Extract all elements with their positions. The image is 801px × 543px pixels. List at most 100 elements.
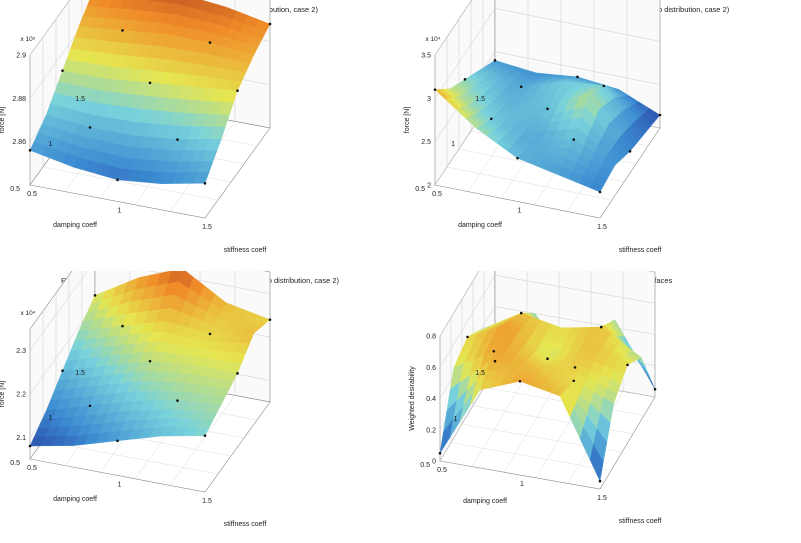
- design-point: [208, 41, 212, 44]
- z-tick-label: 0.8: [426, 334, 436, 341]
- chart-panel-doors-body-bolt: Response Surface for doors body bolt (no…: [400, 0, 800, 271]
- design-point: [116, 439, 119, 443]
- design-point: [653, 387, 657, 391]
- response-surface: [28, 271, 272, 448]
- design-point: [516, 156, 519, 160]
- design-point: [576, 75, 579, 79]
- surface-patch: [193, 172, 210, 184]
- design-point: [28, 444, 32, 448]
- z-tick-label: 0.2: [426, 427, 436, 434]
- design-point: [598, 479, 602, 483]
- surface-chart-3: Response Surface for absorber mount poin…: [0, 271, 340, 528]
- x-axis-label: damping coeff: [458, 222, 502, 229]
- stiffness-tick-label: 1.5: [202, 498, 212, 505]
- y-axis-label: stiffness coeff: [619, 247, 662, 254]
- damping-tick-label: 0.5: [10, 186, 20, 193]
- design-point: [121, 324, 124, 328]
- design-point: [116, 178, 119, 182]
- stiffness-tick-label: 1.5: [597, 495, 607, 502]
- design-point: [203, 182, 207, 185]
- surface-chart-2: Response Surface for doors body bolt (no…: [404, 0, 730, 254]
- damping-tick-label: 0.5: [415, 186, 425, 193]
- z-tick-label: 2.9: [16, 53, 26, 60]
- design-point: [572, 138, 576, 141]
- design-point: [203, 434, 207, 437]
- design-point: [268, 22, 272, 26]
- damping-tick-label: 1: [49, 141, 53, 148]
- z-tick-label: 0: [432, 459, 436, 466]
- design-point: [519, 85, 523, 89]
- design-point: [493, 59, 497, 62]
- z-axis-label: force [N]: [404, 107, 411, 134]
- x-axis-label: damping coeff: [53, 222, 97, 229]
- design-point: [176, 138, 179, 141]
- y-axis-label: stiffness coeff: [224, 247, 267, 254]
- design-point: [236, 89, 239, 92]
- design-point: [546, 107, 549, 111]
- y-axis-label: stiffness coeff: [619, 518, 662, 525]
- design-point: [602, 84, 606, 88]
- design-point: [61, 69, 64, 72]
- surface-patch: [193, 427, 210, 437]
- design-point: [148, 81, 152, 85]
- design-point: [61, 369, 64, 372]
- damping-tick-label: 1.5: [75, 96, 85, 103]
- design-point: [268, 318, 272, 321]
- damping-tick-label: 0.5: [420, 462, 430, 469]
- design-point: [518, 379, 522, 383]
- z-axis-label: Weighted desirability: [409, 366, 416, 431]
- surface-patch: [589, 443, 604, 482]
- response-surface: [433, 59, 662, 194]
- z-tick-label: 2.88: [12, 96, 26, 103]
- z-axis-label: force [N]: [0, 107, 6, 134]
- design-point: [599, 325, 603, 329]
- stiffness-tick-label: 1: [520, 481, 524, 488]
- design-point: [28, 149, 32, 152]
- z-tick-label: 0.4: [426, 396, 436, 403]
- surface-chart-4: Desirability for all case 2 response sur…: [409, 271, 673, 525]
- axis-scale-factor: x 10⁵: [21, 36, 36, 43]
- stiffness-tick-label: 1: [118, 208, 122, 215]
- design-point: [628, 150, 632, 153]
- damping-tick-label: 1.5: [75, 370, 85, 377]
- design-point: [658, 113, 662, 117]
- design-point: [208, 332, 212, 336]
- z-axis-label: force [N]: [0, 381, 6, 408]
- z-tick-label: 3.5: [421, 53, 431, 60]
- damping-tick-label: 1: [49, 415, 53, 422]
- design-point: [546, 357, 549, 360]
- z-tick-label: 2.86: [12, 139, 26, 146]
- design-point: [176, 399, 179, 402]
- design-point: [438, 451, 442, 455]
- design-point: [626, 363, 629, 367]
- chart-panel-desirability: Desirability for all case 2 response sur…: [400, 271, 800, 542]
- surface-patch: [589, 180, 605, 193]
- x-axis-label: damping coeff: [463, 498, 507, 505]
- z-tick-label: 0.6: [426, 365, 436, 372]
- damping-tick-label: 0.5: [10, 460, 20, 467]
- x-axis-label: damping coeff: [53, 496, 97, 503]
- stiffness-tick-label: 1: [118, 482, 122, 489]
- z-tick-label: 2.2: [16, 392, 26, 399]
- damping-tick-label: 1: [451, 141, 455, 148]
- design-point: [573, 366, 577, 369]
- stiffness-tick-label: 0.5: [437, 467, 447, 474]
- design-point: [598, 190, 602, 194]
- damping-tick-label: 1.5: [475, 370, 485, 377]
- design-point: [492, 349, 496, 353]
- damping-tick-label: 1: [454, 416, 458, 423]
- z-tick-label: 2.3: [16, 348, 26, 355]
- surface-chart-1: Response Surface for feed bolt (non-unif…: [0, 0, 318, 254]
- design-point: [148, 359, 152, 363]
- y-axis-label: stiffness coeff: [224, 521, 267, 528]
- axis-scale-factor: x 10⁴: [425, 36, 440, 43]
- stiffness-tick-label: 0.5: [27, 465, 37, 472]
- design-point: [88, 126, 92, 129]
- design-point: [489, 117, 493, 121]
- stiffness-tick-label: 1.5: [202, 224, 212, 231]
- stiffness-tick-label: 1.5: [597, 224, 607, 231]
- design-point: [433, 88, 437, 91]
- design-point: [466, 335, 469, 339]
- design-point: [572, 379, 576, 383]
- z-tick-label: 3: [427, 96, 431, 103]
